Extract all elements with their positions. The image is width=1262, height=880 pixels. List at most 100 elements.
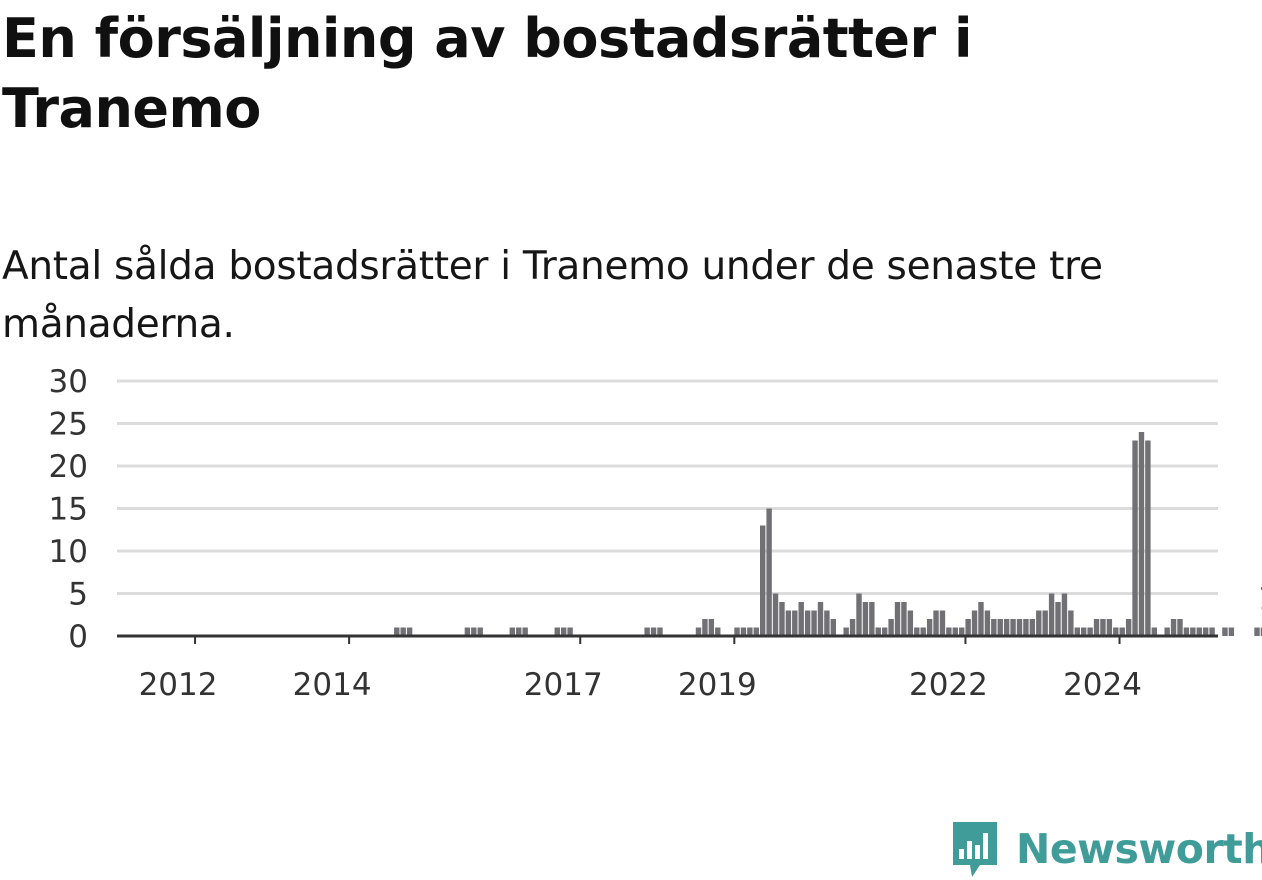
bar [1036, 610, 1042, 636]
bar [477, 627, 483, 636]
bar [747, 627, 753, 636]
bar [843, 627, 849, 636]
bar [1106, 619, 1113, 636]
grid-lines [117, 379, 1218, 595]
bar [959, 627, 965, 636]
bar [734, 627, 740, 636]
bar [708, 619, 715, 636]
bar [1202, 627, 1209, 636]
bar [1093, 619, 1100, 636]
y-tick-label: 5 [68, 577, 88, 613]
bar [1125, 619, 1132, 636]
bar [1209, 627, 1215, 636]
bar [914, 627, 920, 636]
x-tick-label: 2022 [909, 667, 988, 703]
bar [1016, 619, 1023, 636]
bar [1254, 627, 1260, 636]
bar [984, 610, 991, 636]
y-axis-tick-labels: 0 5 10 15 20 25 30 [49, 364, 88, 655]
y-tick-label: 10 [49, 534, 88, 570]
x-tick-label: 2017 [524, 667, 603, 703]
bar [394, 627, 400, 636]
bar [926, 619, 933, 636]
bar [881, 627, 888, 636]
bar [1145, 440, 1151, 636]
x-tick-label: 2024 [1063, 667, 1142, 703]
bar [1151, 627, 1158, 636]
bar [471, 627, 477, 636]
bar [560, 627, 567, 636]
bar [849, 619, 856, 636]
newsworthy-logo: Newsworthy [950, 818, 1262, 880]
bar [824, 610, 830, 636]
highlight-value-label: 1 [1258, 580, 1262, 618]
bar [1190, 627, 1196, 636]
y-tick-label: 25 [49, 407, 88, 443]
bar [1048, 593, 1055, 636]
bar [965, 619, 971, 636]
bar [888, 619, 894, 636]
bar [1222, 627, 1228, 636]
bar [901, 602, 907, 636]
bar [1177, 619, 1183, 636]
bar [785, 610, 792, 636]
bar [920, 627, 926, 636]
bar [1042, 610, 1048, 636]
bar [952, 627, 958, 636]
logo-text: Newsworthy [1016, 825, 1262, 873]
bar [1228, 627, 1235, 636]
bar [1055, 602, 1061, 636]
bar [1260, 627, 1262, 636]
bar [1132, 440, 1138, 636]
bar [516, 627, 522, 636]
bar [779, 602, 785, 636]
bar [862, 602, 869, 636]
bar [856, 593, 862, 636]
bar [753, 627, 759, 636]
bar [657, 627, 663, 636]
chart-subtitle: Antal sålda bostadsrätter i Tranemo unde… [2, 244, 1103, 347]
bar [464, 627, 471, 636]
bar [695, 627, 702, 636]
bar [772, 593, 779, 636]
bar [1023, 619, 1029, 636]
bar [1164, 627, 1170, 636]
bar [1170, 619, 1177, 636]
bar [406, 627, 413, 636]
bar [1068, 610, 1074, 636]
bar [875, 627, 881, 636]
bar [991, 619, 997, 636]
bar [650, 627, 657, 636]
bar [766, 508, 772, 636]
y-tick-label: 30 [49, 364, 88, 400]
bar [1196, 627, 1202, 636]
bar [1061, 593, 1068, 636]
bar [1138, 432, 1145, 636]
bar [971, 610, 978, 636]
x-tick-label: 2014 [293, 667, 372, 703]
bar [869, 602, 875, 636]
x-tick-label: 2019 [678, 667, 757, 703]
bar [760, 525, 766, 636]
bar [830, 619, 837, 636]
bar [1081, 627, 1087, 636]
bar [798, 602, 804, 636]
bars [394, 432, 1262, 636]
bar [644, 627, 650, 636]
bar [1087, 627, 1093, 636]
x-axis-tick-labels: 2012 2014 2017 2019 2022 2024 [139, 636, 1142, 703]
bar [792, 610, 798, 636]
chart-title: En försäljning av bostadsrätter i Tranem… [2, 7, 972, 140]
bar [997, 619, 1003, 636]
bar-chart: 0 5 10 15 20 25 30 2012 2014 2017 2019 2022 2024 1 [49, 364, 1262, 703]
bar [817, 602, 824, 636]
bar [946, 627, 952, 636]
bar [939, 610, 946, 636]
bar [567, 627, 573, 636]
bar [1183, 627, 1190, 636]
bar [702, 619, 708, 636]
bar [1074, 627, 1080, 636]
bar [811, 610, 817, 636]
y-tick-label: 20 [49, 449, 88, 485]
bar [933, 610, 939, 636]
